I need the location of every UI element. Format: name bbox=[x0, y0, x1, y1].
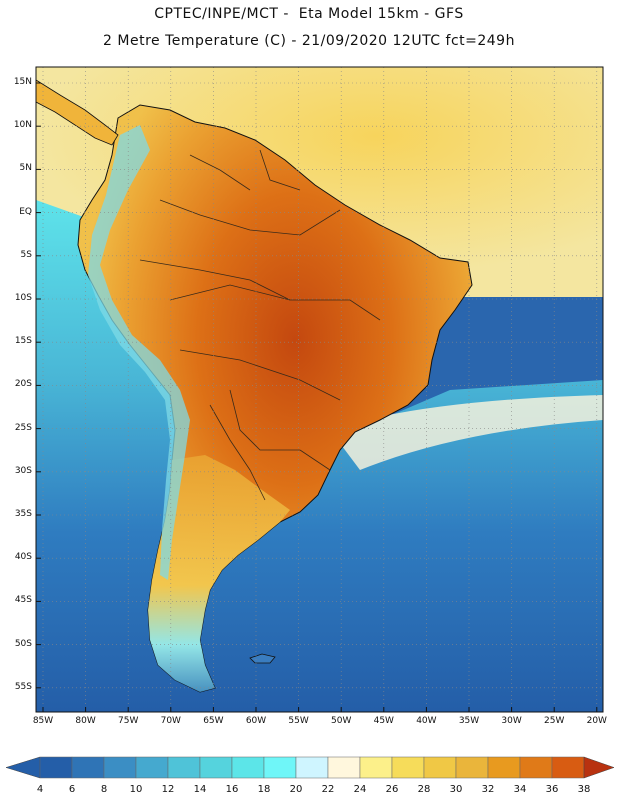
colorbar-label: 20 bbox=[289, 784, 303, 795]
lon-label: 35W bbox=[458, 716, 480, 726]
colorbar-label: 36 bbox=[545, 784, 559, 795]
colorbar-label: 24 bbox=[353, 784, 367, 795]
lat-label: 15N bbox=[13, 77, 32, 87]
lon-label: 25W bbox=[544, 716, 565, 726]
lon-label: 60W bbox=[245, 716, 267, 726]
falkland-islands bbox=[249, 653, 276, 664]
lon-label: 20W bbox=[586, 716, 607, 726]
map-title-line2: 2 Metre Temperature (C) - 21/09/2020 12U… bbox=[103, 33, 515, 49]
lat-label: 35S bbox=[14, 509, 32, 519]
colorbar-swatch bbox=[167, 756, 201, 779]
colorbar-label: 10 bbox=[129, 784, 143, 795]
colorbar-swatch bbox=[103, 756, 137, 779]
axis-ticks bbox=[36, 82, 598, 712]
colorbar-swatch bbox=[359, 756, 393, 779]
country-borders bbox=[139, 149, 381, 501]
lat-label: 25S bbox=[14, 422, 32, 433]
lat-label: 30S bbox=[14, 465, 32, 476]
colorbar-label: 8 bbox=[100, 784, 108, 795]
colorbar-label: 26 bbox=[385, 784, 399, 795]
lon-label: 70W bbox=[160, 716, 181, 726]
colorbar-swatch bbox=[39, 756, 73, 779]
lon-label: 30W bbox=[501, 716, 522, 726]
map-title-line1: CPTEC/INPE/MCT - Eta Model 15km - GFS bbox=[154, 6, 464, 22]
lat-label: 20S bbox=[14, 379, 32, 390]
lon-label: 50W bbox=[331, 716, 352, 726]
colorbar-label: 6 bbox=[68, 784, 76, 795]
lat-label: 15S bbox=[14, 336, 32, 347]
colorbar-label: 14 bbox=[193, 784, 207, 795]
andes-cool-strip bbox=[88, 125, 190, 580]
lon-label: 80W bbox=[75, 716, 96, 726]
colorbar-label: 22 bbox=[321, 784, 335, 795]
colorbar-swatch bbox=[391, 756, 425, 779]
colorbar-swatch bbox=[551, 756, 585, 779]
colorbar-swatch bbox=[199, 756, 233, 779]
colorbar-arrow-low bbox=[5, 756, 41, 779]
colorbar-swatch bbox=[263, 756, 297, 779]
lat-label: 10N bbox=[13, 120, 32, 131]
colorbar-label: 28 bbox=[417, 784, 431, 795]
colorbar-swatch bbox=[327, 756, 361, 779]
lat-label: 10S bbox=[14, 293, 32, 303]
lon-label: 65W bbox=[203, 716, 224, 726]
colorbar-swatch bbox=[295, 756, 329, 779]
colorbar-swatch bbox=[231, 756, 265, 779]
lat-label: EQ bbox=[19, 206, 32, 217]
lat-label: 5S bbox=[20, 249, 32, 260]
temperature-colorbar bbox=[5, 756, 615, 779]
colorbar-swatch bbox=[519, 756, 553, 779]
lat-lon-grid bbox=[36, 67, 603, 712]
lat-label: 55S bbox=[14, 681, 32, 692]
lon-label: 75W bbox=[118, 716, 139, 726]
colorbar-swatch bbox=[455, 756, 489, 779]
lat-label: 5N bbox=[19, 163, 32, 174]
colorbar-label: 32 bbox=[481, 784, 495, 795]
colorbar-label: 38 bbox=[577, 784, 591, 795]
colorbar-label: 18 bbox=[257, 784, 271, 795]
lon-label: 40W bbox=[416, 716, 437, 726]
lat-label: 45S bbox=[14, 595, 32, 606]
colorbar-swatch bbox=[71, 756, 105, 779]
map-frame bbox=[35, 66, 604, 713]
colorbar-swatch bbox=[135, 756, 169, 779]
southern-cone-land bbox=[148, 455, 290, 692]
pale-ocean-band bbox=[330, 395, 603, 470]
colorbar-label: 4 bbox=[36, 784, 44, 795]
colorbar-label: 34 bbox=[513, 784, 527, 795]
lon-label: 45W bbox=[373, 716, 394, 726]
central-america-land bbox=[36, 79, 119, 146]
colorbar-label: 30 bbox=[449, 784, 463, 795]
lat-label: 50S bbox=[14, 638, 32, 649]
lat-label: 40S bbox=[14, 552, 32, 563]
colorbar-arrow-high bbox=[583, 756, 615, 779]
lon-label: 55W bbox=[288, 716, 309, 726]
lon-label: 85W bbox=[32, 716, 54, 726]
colorbar-label: 16 bbox=[225, 784, 239, 795]
colorbar-label: 12 bbox=[161, 784, 175, 795]
colorbar-swatch bbox=[423, 756, 457, 779]
colorbar-swatch bbox=[487, 756, 521, 779]
